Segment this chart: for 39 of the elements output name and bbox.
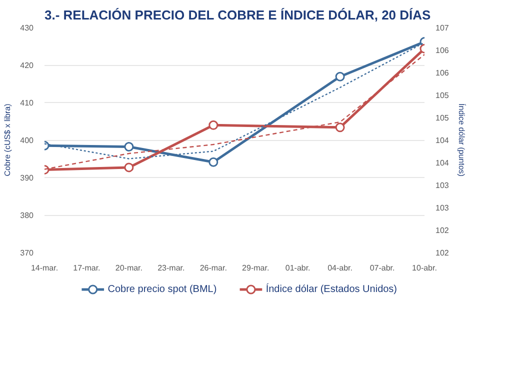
legend-label: Cobre precio spot (BML) <box>108 284 217 295</box>
y2-tick-label: 105 <box>436 114 450 122</box>
point <box>335 72 345 82</box>
legend-label: Índice dólar (Estados Unidos) <box>266 283 398 295</box>
chart-title: 3.- RELACIÓN PRECIO DEL COBRE E ÍNDICE DÓLAR, 20 DÍAS <box>44 8 432 22</box>
point <box>124 162 134 172</box>
y2-tick-label: 102 <box>436 226 450 235</box>
x-tick-label: 01-abr. <box>285 264 310 272</box>
x-tick-label: 26-mar. <box>200 264 227 272</box>
x-tick-label: 14-mar. <box>30 264 58 272</box>
y2-tick-label: 102 <box>436 248 450 258</box>
x-tick-label: 23-mar. <box>158 264 185 272</box>
y-tick-label: 400 <box>20 136 34 145</box>
y-tick-label: 410 <box>20 98 34 108</box>
y-tick-label: 430 <box>20 24 34 32</box>
y-tick-label: 390 <box>20 174 34 182</box>
y2-tick-label: 106 <box>436 46 450 55</box>
y2-tick-label: 106 <box>436 68 450 78</box>
y2-tick-label: 104 <box>436 158 450 168</box>
y-tick-label: 370 <box>20 248 34 258</box>
x-tick-label: 04-abr. <box>328 264 353 272</box>
y-tick-label: 420 <box>20 61 34 70</box>
y2-tick-label: 103 <box>436 204 450 212</box>
y2-tick-label: 104 <box>436 136 450 145</box>
x-tick-label: 29-mar. <box>242 264 270 272</box>
point <box>208 157 218 167</box>
y-tick-label: 380 <box>20 211 34 220</box>
point <box>208 120 218 130</box>
x-tick-label: 07-abr. <box>370 264 395 272</box>
point <box>124 142 134 152</box>
y2-tick-label: 107 <box>436 24 450 32</box>
y2-axis-title: Índice dólar (puntos) <box>456 104 466 177</box>
y-axis-title: Cobre (cUS$ x libra) <box>3 103 12 176</box>
x-tick-label: 17-mar. <box>73 264 100 272</box>
y2-tick-label: 105 <box>436 91 450 100</box>
x-tick-label: 20-mar. <box>115 264 143 272</box>
x-tick-label: 10-abr. <box>412 264 437 272</box>
y2-tick-label: 103 <box>436 181 450 190</box>
point <box>335 122 345 132</box>
